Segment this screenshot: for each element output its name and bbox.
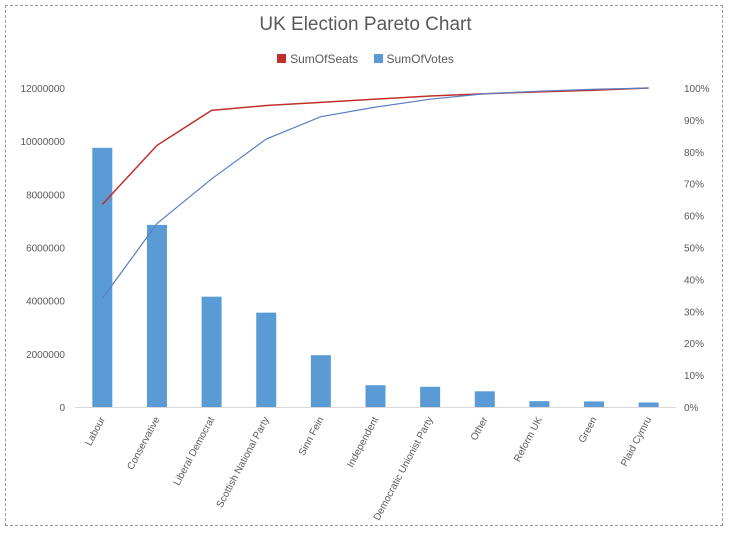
x-tick-label: Sinn Fein bbox=[297, 415, 327, 457]
y-left-tick-label: 4000000 bbox=[26, 297, 65, 308]
y-right-tick-label: 100% bbox=[684, 84, 710, 95]
y-right-tick-label: 90% bbox=[684, 116, 704, 127]
bar-votes bbox=[146, 224, 167, 407]
y-left-tick-label: 10000000 bbox=[21, 137, 66, 148]
y-right-tick-label: 60% bbox=[684, 212, 704, 223]
bar-votes bbox=[310, 355, 331, 407]
y-left-tick-label: 2000000 bbox=[26, 350, 65, 361]
legend-label-votes: SumOfVotes bbox=[386, 51, 454, 66]
bar-votes bbox=[256, 312, 277, 407]
bar-votes bbox=[420, 386, 441, 407]
x-tick-label: Democratic Unionist Party bbox=[372, 415, 436, 522]
x-tick-label: Plaid Cymru bbox=[619, 415, 654, 468]
line-cumulative-votes bbox=[101, 87, 649, 299]
y-right-tick-label: 80% bbox=[684, 148, 704, 159]
y-left-tick-label: 6000000 bbox=[26, 244, 65, 255]
y-left-tick-label: 0 bbox=[59, 403, 65, 414]
y-right-tick-label: 0% bbox=[684, 403, 699, 414]
x-tick-label: Green bbox=[577, 415, 600, 445]
legend-item-seats: SumOfSeats bbox=[277, 52, 358, 66]
y-right-tick-label: 30% bbox=[684, 307, 704, 318]
x-tick-label: Independent bbox=[345, 415, 381, 469]
bar-votes bbox=[638, 402, 659, 407]
y-right-tick-label: 10% bbox=[684, 371, 704, 382]
y-right-tick-label: 40% bbox=[684, 275, 704, 286]
x-tick-label: Other bbox=[469, 415, 491, 443]
legend-swatch-seats bbox=[277, 54, 287, 64]
chart-frame bbox=[5, 5, 723, 526]
x-tick-label: Labour bbox=[84, 415, 109, 448]
chart-title: UK Election Pareto Chart bbox=[259, 14, 472, 35]
bar-votes bbox=[529, 401, 550, 407]
legend-item-votes: SumOfVotes bbox=[373, 51, 454, 66]
y-left-tick-label: 8000000 bbox=[26, 190, 65, 201]
y-right-tick-label: 20% bbox=[684, 339, 704, 350]
chart-legend: SumOfSeats SumOfVotes bbox=[0, 51, 731, 66]
y-left-tick-label: 12000000 bbox=[21, 84, 66, 95]
bar-votes bbox=[474, 391, 495, 407]
legend-swatch-votes bbox=[373, 54, 383, 64]
bar-votes bbox=[584, 401, 605, 407]
x-tick-label: Reform UK bbox=[512, 415, 545, 464]
bar-votes bbox=[201, 296, 222, 407]
bar-votes bbox=[92, 147, 113, 407]
legend-label-seats: SumOfSeats bbox=[290, 51, 359, 66]
y-right-tick-label: 70% bbox=[684, 180, 704, 191]
line-cumulative-seats bbox=[101, 87, 649, 205]
x-tick-label: Scottish National Party bbox=[215, 415, 272, 509]
y-right-tick-label: 50% bbox=[684, 244, 704, 255]
bar-votes bbox=[365, 385, 386, 407]
x-tick-label: Liberal Democrat bbox=[172, 415, 218, 488]
x-tick-label: Conservative bbox=[125, 415, 162, 472]
